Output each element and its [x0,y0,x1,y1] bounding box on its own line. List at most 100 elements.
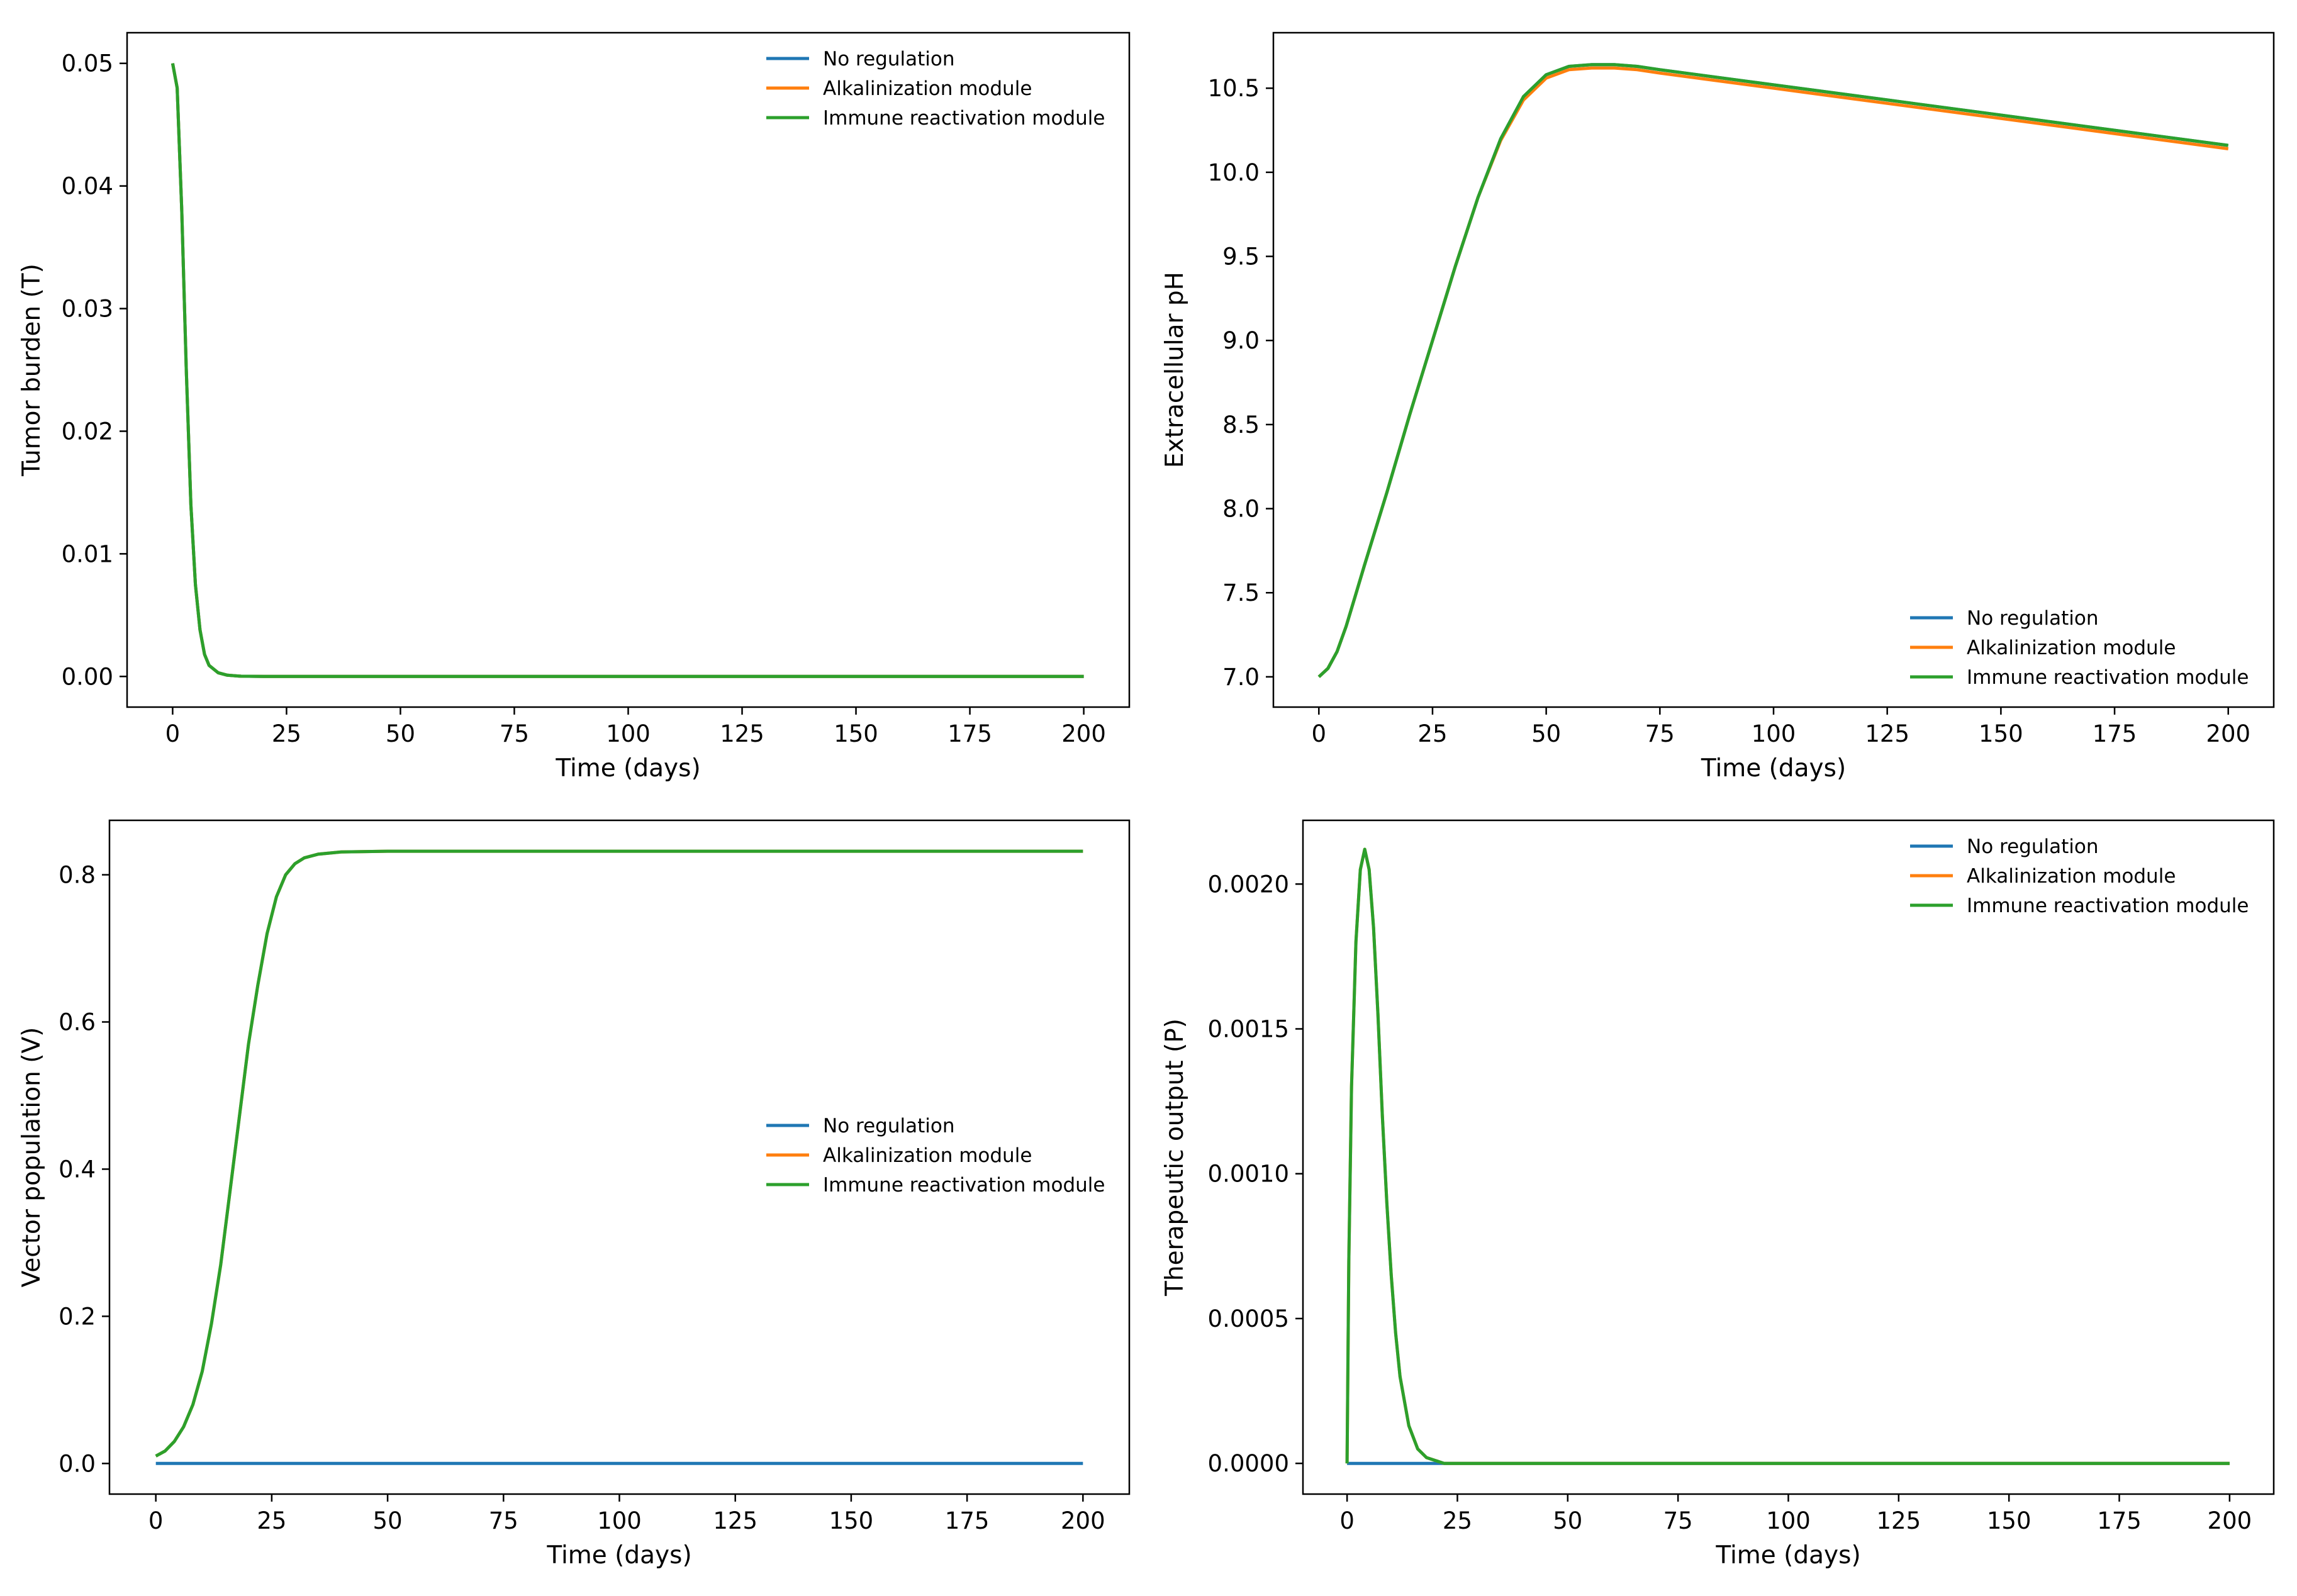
legend-label-3: Immune reactivation module [823,1174,1105,1197]
ph-legend: No regulation Alkalinization module Immune… [1910,607,2249,689]
x-axis-label: Time (days) [546,1541,691,1570]
x-tick-label: 25 [272,720,301,747]
series-line-3 [170,63,1084,678]
y-tick-label: 0.02 [62,418,113,445]
y-tick-label: 0.0010 [1208,1161,1289,1188]
vector-legend: No regulation Alkalinization module Immune… [766,1115,1105,1197]
y-tick-label: 0.00 [62,663,113,690]
legend-label-3: Immune reactivation module [1967,666,2249,689]
y-tick-label: 0.0005 [1208,1305,1289,1332]
x-tick-label: 25 [1417,720,1447,747]
x-tick-label: 175 [2097,1507,2142,1534]
legend-label-1: No regulation [1967,607,2098,630]
y-tick-label: 0.4 [59,1156,96,1183]
x-axis-label: Time (days) [1715,1541,1860,1570]
vector-lines [155,849,1083,1465]
series-line-2 [170,63,1084,678]
x-tick-label: 50 [386,720,415,747]
series-line-2 [1345,847,2230,1465]
y-tick-label: 0.0020 [1208,871,1289,898]
y-axis-label: Therapeutic output (P) [1161,1018,1189,1297]
x-tick-label: 175 [945,1507,990,1534]
y-tick-label: 0.04 [62,173,113,200]
legend-label-2: Alkalinization module [1967,865,2176,888]
legend-label-2: Alkalinization module [823,77,1032,100]
x-tick-label: 75 [500,720,529,747]
x-tick-label: 125 [713,1507,757,1534]
y-tick-label: 0.0015 [1208,1016,1289,1043]
ph-lines [1317,63,2229,678]
x-axis-label: Time (days) [555,754,700,783]
y-tick-label: 0.2 [59,1303,96,1330]
y-tick-label: 0.0000 [1208,1450,1289,1477]
x-tick-label: 125 [720,720,764,747]
series-line-2 [1317,66,2229,678]
x-tick-label: 0 [1339,1507,1355,1534]
x-tick-label: 0 [148,1507,164,1534]
y-axis-label: Vector population (V) [18,1027,46,1288]
x-tick-label: 75 [1645,720,1675,747]
x-tick-label: 150 [829,1507,874,1534]
subplot-therapeutic: 0 25 50 75 100 125 150 175 200 0.0000 0.0005 0.0010… [1161,819,2275,1570]
y-tick-label: 9.0 [1222,327,1260,354]
x-tick-label: 75 [489,1507,518,1534]
legend-label-1: No regulation [823,1115,954,1137]
y-tick-label: 9.5 [1222,243,1260,271]
y-tick-label: 0.03 [62,296,113,323]
tumor-axes-frame [126,31,1131,708]
subplot-ph: 0 25 50 75 100 125 150 175 200 7.0 7.5 8.0 8.5 9.0 9.5… [1161,31,2275,783]
x-tick-label: 125 [1877,1507,1921,1534]
series-line-1 [1317,63,2229,678]
y-tick-label: 10.0 [1208,159,1260,186]
legend-label-3: Immune reactivation module [823,107,1105,130]
x-tick-label: 0 [165,720,181,747]
series-line-3 [155,849,1083,1458]
x-tick-label: 200 [1061,720,1106,747]
x-axis-label: Time (days) [1701,754,1846,783]
x-tick-label: 25 [257,1507,286,1534]
y-tick-label: 0.05 [62,50,113,77]
therapeutic-lines [1345,847,2230,1465]
tumor-lines [170,63,1084,678]
legend-label-1: No regulation [1967,835,2098,858]
x-tick-label: 200 [2206,720,2250,747]
x-tick-label: 175 [947,720,992,747]
legend-label-3: Immune reactivation module [1967,895,2249,917]
x-tick-label: 200 [1061,1507,1105,1534]
y-tick-label: 7.0 [1222,664,1260,691]
y-tick-label: 8.5 [1222,411,1260,438]
x-tick-label: 75 [1663,1507,1693,1534]
y-tick-label: 0.01 [62,540,113,567]
x-tick-label: 150 [834,720,878,747]
y-tick-label: 0.8 [59,862,96,889]
series-line-3 [1317,63,2229,678]
y-axis-label: Tumor burden (T) [18,264,46,477]
y-tick-label: 0.0 [59,1450,96,1477]
x-tick-label: 150 [1987,1507,2032,1534]
series-line-3 [1345,847,2230,1465]
x-tick-label: 100 [1752,720,1796,747]
x-tick-label: 175 [2093,720,2137,747]
y-axis-label: Extracellular pH [1161,272,1189,468]
x-tick-label: 100 [606,720,651,747]
therapeutic-legend: No regulation Alkalinization module Immune… [1910,835,2249,917]
subplot-tumor: 0 25 50 75 100 125 150 175 200 0.00 0.01 0.02 0.03 0.… [18,31,1131,783]
legend-label-2: Alkalinization module [823,1144,1032,1167]
x-tick-label: 50 [1531,720,1561,747]
x-tick-label: 50 [1553,1507,1582,1534]
subplot-vector: 0 25 50 75 100 125 150 175 200 0.0 0.2 0.4 0.6 0.8 Tim… [18,819,1131,1570]
x-tick-label: 100 [597,1507,642,1534]
x-tick-label: 200 [2208,1507,2252,1534]
x-tick-label: 125 [1865,720,1909,747]
y-tick-label: 7.5 [1222,579,1260,606]
therapeutic-axes-frame [1302,819,2275,1495]
y-tick-label: 10.5 [1208,75,1260,102]
x-tick-label: 150 [1979,720,2023,747]
x-tick-label: 25 [1443,1507,1472,1534]
series-line-1 [170,63,1084,678]
legend-label-1: No regulation [823,48,954,70]
x-tick-label: 0 [1311,720,1326,747]
x-tick-label: 50 [373,1507,403,1534]
y-tick-label: 8.0 [1222,496,1260,523]
